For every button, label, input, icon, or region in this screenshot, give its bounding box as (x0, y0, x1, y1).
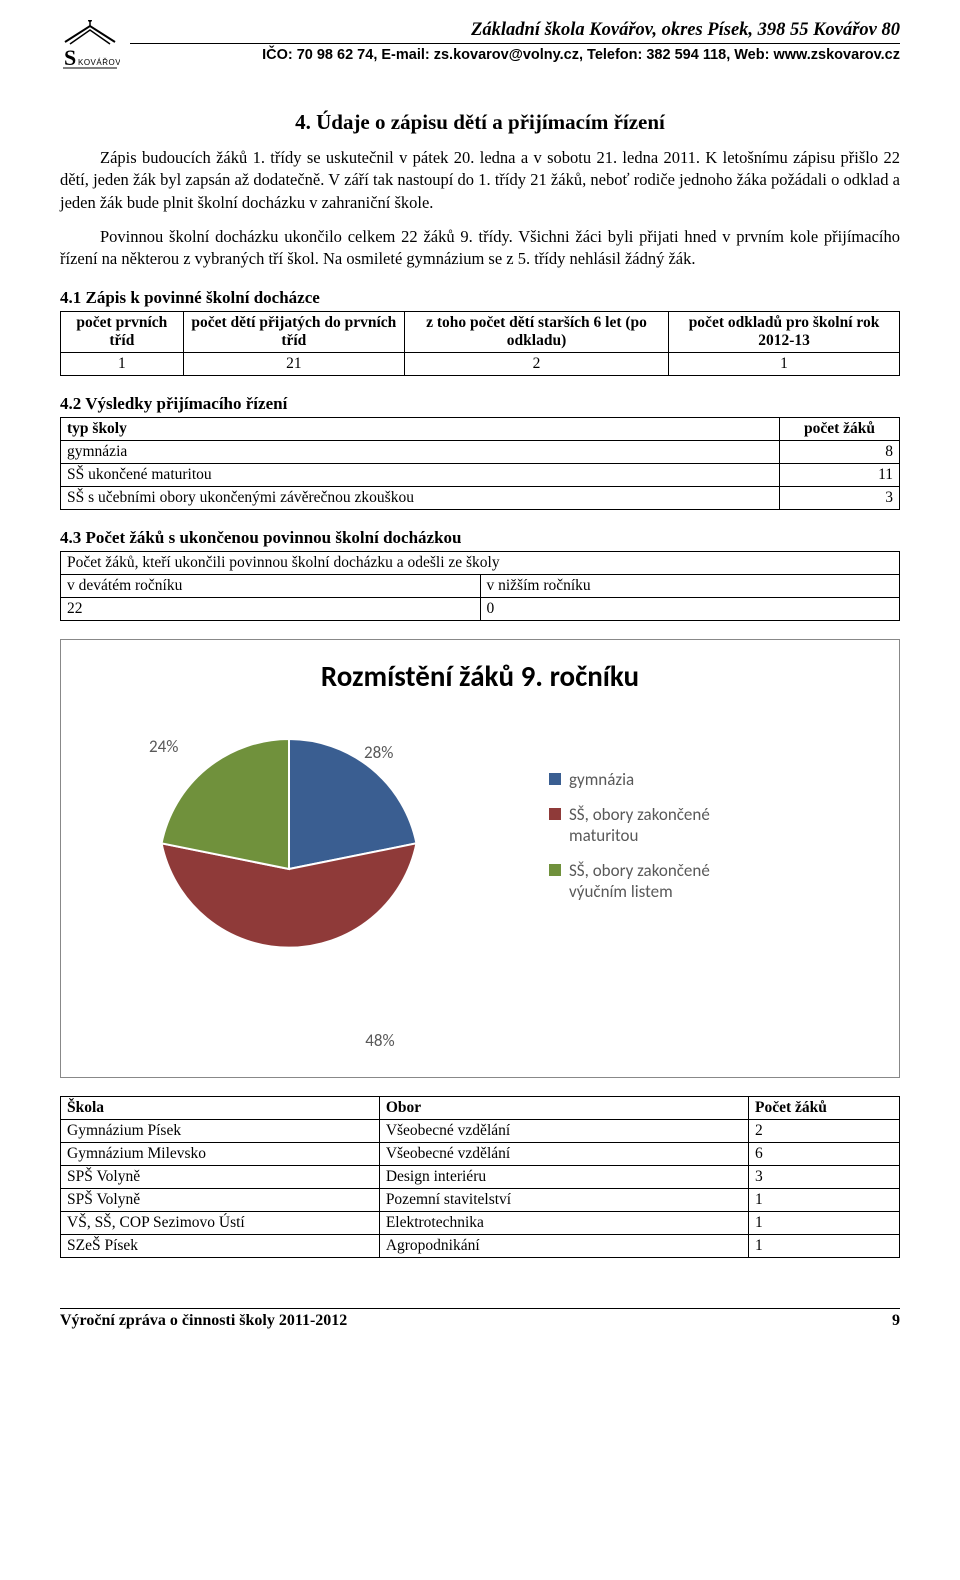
section-4-para-2: Povinnou školní docházku ukončilo celkem… (60, 226, 900, 271)
ts-h1: Obor (379, 1097, 748, 1120)
legend-item-2: SŠ, obory zakončené výučním listem (549, 860, 759, 902)
heading-4-3: 4.3 Počet žáků s ukončenou povinnou škol… (60, 528, 900, 548)
chart-legend: gymnázia SŠ, obory zakončené maturitou S… (549, 769, 759, 916)
table-4-3: Počet žáků, kteří ukončili povinnou škol… (60, 551, 900, 621)
legend-item-1: SŠ, obory zakončené maturitou (549, 804, 759, 846)
ts-r1c2: 6 (748, 1143, 899, 1166)
t43-h2: v nižším ročníku (480, 575, 900, 598)
ts-r3c2: 1 (748, 1189, 899, 1212)
page-header: S KOVÁŘOV Základní škola Kovářov, okres … (60, 20, 900, 75)
t43-v2: 0 (480, 598, 900, 621)
table-4-2: typ školy počet žáků gymnázia8 SŠ ukonče… (60, 417, 900, 510)
t41-c1: 21 (183, 353, 404, 376)
footer-left: Výroční zpráva o činnosti školy 2011-201… (60, 1312, 347, 1330)
chart-title: Rozmístění žáků 9. ročníku (89, 658, 871, 694)
pie-chart: Rozmístění žáků 9. ročníku 24% 28% gymná… (60, 639, 900, 1078)
t42-h1: počet žáků (780, 418, 900, 441)
ts-r2c1: Design interiéru (379, 1166, 748, 1189)
ts-r4c2: 1 (748, 1212, 899, 1235)
section-4-para-1: Zápis budoucích žáků 1. třídy se uskuteč… (60, 147, 900, 214)
ts-r2c2: 3 (748, 1166, 899, 1189)
t41-c3: 1 (669, 353, 900, 376)
ts-r4c1: Elektrotechnika (379, 1212, 748, 1235)
pie-graphic: 24% 28% (89, 714, 529, 1034)
section-4-heading: 4. Údaje o zápisu dětí a přijímacím říze… (60, 110, 900, 135)
school-title: Základní škola Kovářov, okres Písek, 398… (130, 20, 900, 44)
t41-c0: 1 (61, 353, 184, 376)
ts-r0c2: 2 (748, 1120, 899, 1143)
ts-r2c0: SPŠ Volyně (61, 1166, 380, 1189)
footer-page-number: 9 (892, 1312, 900, 1330)
ts-r5c2: 1 (748, 1235, 899, 1258)
t42-r0-l: gymnázia (61, 441, 780, 464)
t43-v1: 22 (61, 598, 481, 621)
logo-letter: S (64, 45, 76, 70)
ts-r5c0: SZeŠ Písek (61, 1235, 380, 1258)
pie-label-28: 28% (364, 742, 393, 763)
t41-h0: počet prvních tříd (61, 312, 184, 353)
ts-r1c1: Všeobecné vzdělání (379, 1143, 748, 1166)
t42-h0: typ školy (61, 418, 780, 441)
legend-label-2: SŠ, obory zakončené výučním listem (569, 860, 759, 902)
legend-swatch-1 (549, 808, 561, 820)
t41-h3: počet odkladů pro školní rok 2012-13 (669, 312, 900, 353)
t41-h2: z toho počet dětí starších 6 let (po odk… (404, 312, 668, 353)
ts-r3c0: SPŠ Volyně (61, 1189, 380, 1212)
t43-h1: v devátém ročníku (61, 575, 481, 598)
t41-h1: počet dětí přijatých do prvních tříd (183, 312, 404, 353)
t42-r2-v: 3 (780, 487, 900, 510)
t41-c2: 2 (404, 353, 668, 376)
legend-swatch-0 (549, 773, 561, 785)
ts-r3c1: Pozemní stavitelství (379, 1189, 748, 1212)
t42-r1-l: SŠ ukončené maturitou (61, 464, 780, 487)
legend-label-1: SŠ, obory zakončené maturitou (569, 804, 759, 846)
ts-r1c0: Gymnázium Milevsko (61, 1143, 380, 1166)
school-logo: S KOVÁŘOV (60, 20, 120, 75)
t42-r1-v: 11 (780, 464, 900, 487)
ts-h2: Počet žáků (748, 1097, 899, 1120)
legend-item-0: gymnázia (549, 769, 759, 790)
school-contact: IČO: 70 98 62 74, E-mail: zs.kovarov@vol… (130, 47, 900, 63)
table-4-1: počet prvních tříd počet dětí přijatých … (60, 311, 900, 376)
legend-swatch-2 (549, 864, 561, 876)
page-footer: Výroční zpráva o činnosti školy 2011-201… (60, 1308, 900, 1330)
t43-caption: Počet žáků, kteří ukončili povinnou škol… (61, 552, 900, 575)
table-schools: Škola Obor Počet žáků Gymnázium PísekVše… (60, 1096, 900, 1258)
t42-r0-v: 8 (780, 441, 900, 464)
ts-h0: Škola (61, 1097, 380, 1120)
ts-r0c0: Gymnázium Písek (61, 1120, 380, 1143)
heading-4-1: 4.1 Zápis k povinné školní docházce (60, 288, 900, 308)
ts-r4c0: VŠ, SŠ, COP Sezimovo Ústí (61, 1212, 380, 1235)
logo-text: KOVÁŘOV (78, 58, 120, 67)
heading-4-2: 4.2 Výsledky přijímacího řízení (60, 394, 900, 414)
legend-label-0: gymnázia (569, 769, 634, 790)
pie-label-24: 24% (149, 736, 178, 757)
t42-r2-l: SŠ s učebními obory ukončenými závěrečno… (61, 487, 780, 510)
ts-r5c1: Agropodnikání (379, 1235, 748, 1258)
ts-r0c1: Všeobecné vzdělání (379, 1120, 748, 1143)
